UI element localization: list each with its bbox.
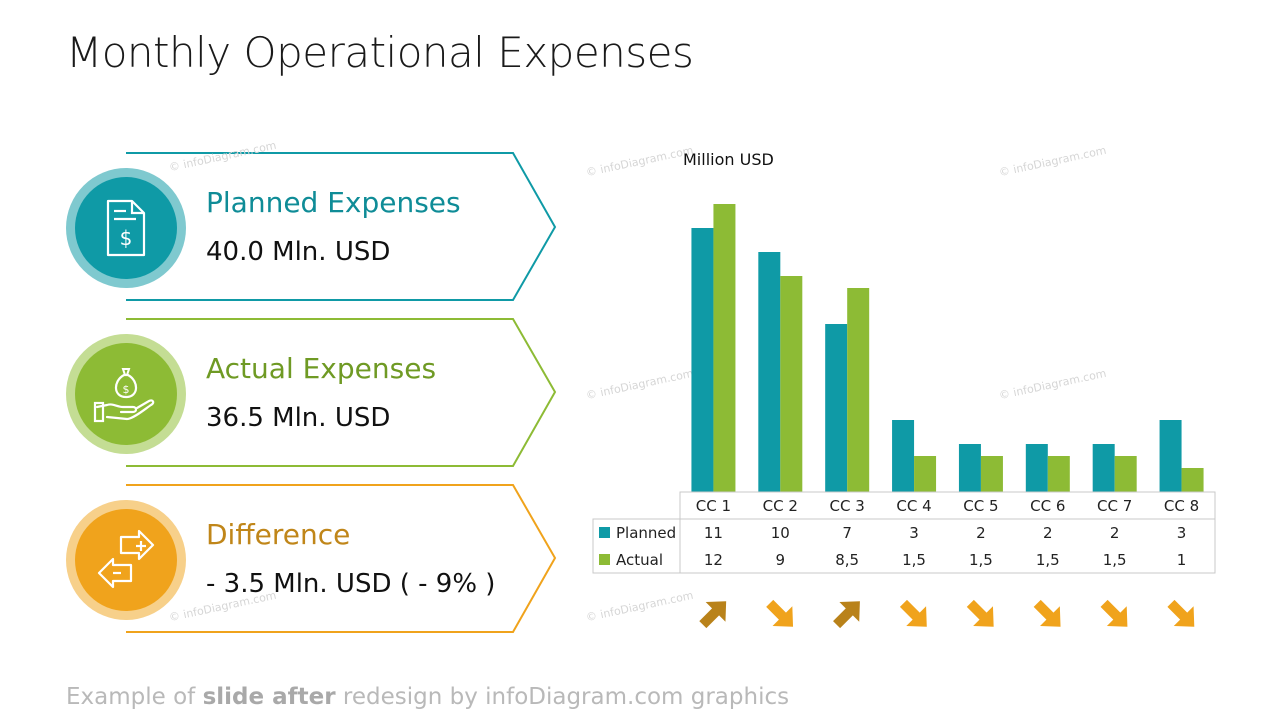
bar-planned <box>958 444 981 492</box>
category-label: CC 4 <box>896 497 931 515</box>
planned-card-outline <box>126 152 557 301</box>
category-label: CC 3 <box>830 497 865 515</box>
trend-down-arrow-icon <box>1100 599 1128 627</box>
actual-expenses-label: Actual Expenses <box>206 352 437 385</box>
data-value-planned: 11 <box>704 524 723 542</box>
data-value-actual: 9 <box>776 551 786 569</box>
data-value-actual: 1 <box>1177 551 1187 569</box>
bar-actual <box>713 204 736 492</box>
planned-expenses-label: Planned Expenses <box>206 186 461 219</box>
trend-down-arrow-icon <box>766 599 794 627</box>
trend-down-arrow-icon <box>1167 599 1195 627</box>
planned-expenses-value: 40.0 Mln. USD <box>206 237 391 267</box>
data-value-actual: 1,5 <box>1036 551 1060 569</box>
bar-planned <box>1159 420 1182 492</box>
trend-up-arrow-icon <box>699 601 727 629</box>
chart-unit-label: Million USD <box>683 150 774 169</box>
bar-actual <box>914 456 937 492</box>
difference-card-outline <box>126 484 557 633</box>
bar-planned <box>758 252 781 492</box>
category-label: CC 7 <box>1097 497 1132 515</box>
svg-text:$: $ <box>120 226 133 250</box>
actual-card-outline <box>126 318 557 467</box>
data-value-planned: 3 <box>1177 524 1187 542</box>
data-value-actual: 12 <box>704 551 723 569</box>
planned-circle: $ <box>66 168 186 288</box>
bar-actual <box>1047 456 1070 492</box>
data-value-actual: 8,5 <box>835 551 859 569</box>
data-value-planned: 2 <box>1110 524 1120 542</box>
money-bag-hand-icon: $ <box>93 368 155 423</box>
bar-planned <box>1025 444 1048 492</box>
data-value-actual: 1,5 <box>969 551 993 569</box>
category-label: CC 6 <box>1030 497 1065 515</box>
difference-value: - 3.5 Mln. USD ( - 9% ) <box>206 569 496 599</box>
bar-actual <box>1114 456 1137 492</box>
bar-planned <box>892 420 915 492</box>
difference-circle <box>66 500 186 620</box>
footer-bold: slide after <box>202 684 336 710</box>
actual-expenses-value: 36.5 Mln. USD <box>206 403 391 433</box>
trend-up-arrow-icon <box>833 601 860 629</box>
trend-down-arrow-icon <box>966 599 994 627</box>
bar-planned <box>825 324 848 492</box>
bar-actual <box>1181 468 1204 492</box>
bar-actual <box>780 276 803 492</box>
legend-swatch-actual <box>599 554 610 565</box>
data-table-frame <box>679 491 1216 574</box>
actual-circle: $ <box>66 334 186 454</box>
footer-prefix: Example of <box>66 684 203 710</box>
footer-suffix: redesign by infoDiagram.com graphics <box>335 684 790 710</box>
bar-planned <box>691 228 714 492</box>
trend-down-arrow-icon <box>899 599 927 627</box>
trend-down-arrow-icon <box>1033 599 1061 627</box>
page-title: Monthly Operational Expenses <box>66 28 694 77</box>
exchange-plus-minus-icon <box>97 529 155 589</box>
category-label: CC 1 <box>696 497 731 515</box>
data-value-planned: 7 <box>842 524 852 542</box>
category-label: CC 2 <box>763 497 798 515</box>
category-label: CC 8 <box>1164 497 1199 515</box>
data-value-actual: 1,5 <box>1103 551 1127 569</box>
legend-label-actual: Actual <box>616 551 663 569</box>
bar-actual <box>847 288 870 492</box>
data-value-planned: 10 <box>771 524 790 542</box>
data-value-actual: 1,5 <box>902 551 926 569</box>
legend-label-planned: Planned <box>616 524 676 542</box>
data-value-planned: 2 <box>976 524 986 542</box>
invoice-dollar-icon: $ <box>106 199 146 257</box>
footer-caption: Example of slide after redesign by infoD… <box>66 684 789 710</box>
category-label: CC 5 <box>963 497 998 515</box>
bar-actual <box>980 456 1003 492</box>
difference-label: Difference <box>206 518 351 551</box>
svg-text:$: $ <box>123 383 130 396</box>
bar-planned <box>1092 444 1115 492</box>
data-value-planned: 3 <box>909 524 919 542</box>
data-value-planned: 2 <box>1043 524 1053 542</box>
legend-swatch-planned <box>599 527 610 538</box>
